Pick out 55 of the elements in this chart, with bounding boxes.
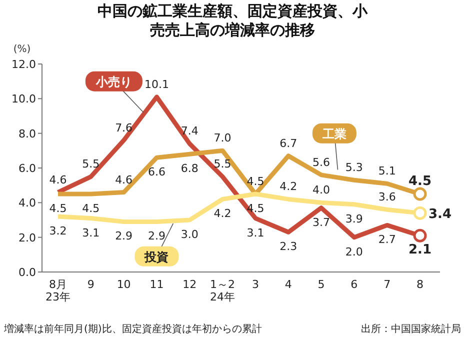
data-label: 4.5 [408, 174, 432, 189]
data-label: 6.8 [180, 162, 198, 176]
data-label: 2.9 [115, 230, 133, 243]
x-tick-label: 10 [116, 278, 131, 291]
data-label: 2.9 [148, 230, 166, 243]
x-tick-label: 5 [318, 278, 325, 291]
data-label: 2.3 [280, 240, 298, 254]
x-tick-label: 11 [150, 278, 164, 291]
text: 出所：中国国家統計局 [361, 323, 461, 335]
data-label: 5.1 [378, 164, 396, 178]
data-label: 2.7 [378, 233, 396, 246]
text: 増減率は前年同月(期)比、固定資産投資は年初からの累計 [3, 323, 262, 335]
data-label: 3.0 [180, 228, 198, 241]
y-tick-label: 0.0 [18, 266, 36, 279]
data-label: 4.0 [312, 184, 330, 197]
data-label: 6.7 [280, 136, 298, 150]
data-label: 4.2 [214, 207, 232, 220]
x-tick-label: 7 [384, 278, 391, 291]
data-label: 5.5 [82, 158, 100, 171]
chart-title: 中国の鉱工業生産額、固定資産投資、小売売上高の増減率の推移 [98, 2, 368, 40]
y-tick-label: 8.0 [18, 127, 36, 140]
data-label: 3.9 [345, 212, 363, 226]
x-tick-label: 6 [350, 278, 358, 291]
x-tick-label: 1～2 24年 [210, 278, 236, 304]
data-label: 3.2 [49, 224, 67, 238]
data-label: 5.5 [214, 158, 232, 171]
x-tick-label: 4 [284, 278, 292, 291]
data-label: 3.6 [378, 190, 396, 204]
data-label: 7.0 [214, 132, 232, 145]
data-label: 2.0 [345, 245, 363, 258]
data-label: 3.4 [428, 207, 452, 222]
x-tick-label: 12 [182, 278, 197, 291]
x-tick-label: 9 [87, 278, 94, 291]
data-label: 3.7 [312, 216, 330, 229]
data-label: 4.6 [115, 173, 133, 186]
data-label: 3.1 [246, 226, 264, 240]
x-tick-label: 8 [416, 278, 424, 291]
y-tick-label: 10.0 [12, 92, 36, 106]
y-tick-label: 4.0 [18, 196, 36, 210]
data-label: 4.2 [280, 180, 298, 194]
data-label: 2.1 [408, 242, 432, 258]
data-label: 6.6 [148, 166, 166, 179]
y-tick-label: 2.0 [18, 231, 36, 244]
data-label: 5.6 [312, 156, 330, 169]
data-label: 4.5 [82, 202, 100, 215]
y-axis-title: (%) [13, 44, 31, 55]
x-tick-label: 3 [252, 278, 259, 291]
y-tick-label: 12.0 [12, 58, 36, 71]
data-label: 5.3 [345, 161, 363, 174]
y-tick-label: 6.0 [18, 162, 36, 175]
data-label: 4.5 [49, 202, 67, 215]
data-label: 3.1 [82, 226, 100, 240]
data-label: 10.1 [144, 78, 169, 91]
x-tick-label: 8月 23年 [46, 278, 70, 304]
data-label: 4.6 [49, 173, 67, 186]
